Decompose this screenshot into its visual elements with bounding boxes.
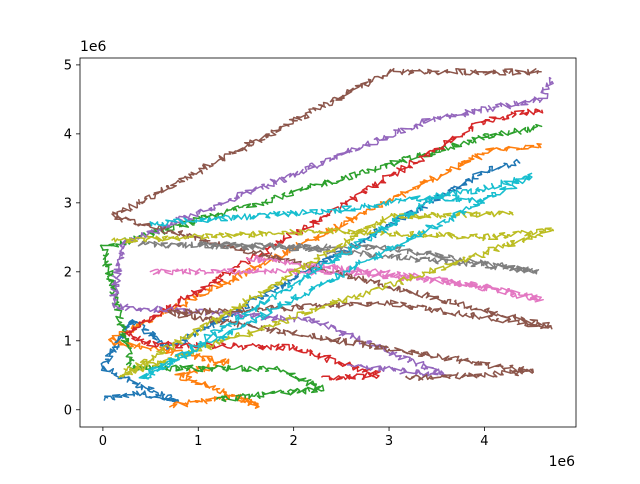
x-tick-label: 3 [385,434,393,449]
y-axis: 0 1 2 3 4 5 [64,58,80,418]
series-line-3 [99,123,543,403]
axes-frame [79,57,577,428]
series-line-9 [111,210,555,378]
y-tick-label: 5 [64,58,72,73]
y-tick-label: 3 [64,196,72,211]
series-line-8 [137,240,540,275]
y-tick-label: 2 [64,265,72,280]
x-tick-label: 2 [290,434,298,449]
y-tick-label: 4 [64,127,72,142]
y-tick-label: 1 [64,334,72,349]
series-line-5 [109,76,554,378]
series-layer [99,67,555,409]
x-offset-text: 1e6 [549,454,576,470]
x-tick-label: 1 [194,434,202,449]
y-offset-text: 1e6 [80,39,107,55]
x-tick-label: 4 [480,434,488,449]
y-tick-label: 0 [64,403,72,418]
x-tick-label: 0 [99,434,107,449]
series-line-10 [138,172,533,380]
x-axis: 0 1 2 3 4 [99,427,489,449]
series-line-6 [111,67,553,382]
series-line-7 [149,254,544,303]
series-line-4 [124,108,544,381]
